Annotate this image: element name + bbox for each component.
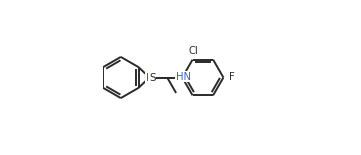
Text: S: S [149,73,156,83]
Text: Cl: Cl [188,46,198,56]
Text: F: F [229,73,234,82]
Text: HN: HN [176,72,191,82]
Text: N: N [146,73,153,83]
